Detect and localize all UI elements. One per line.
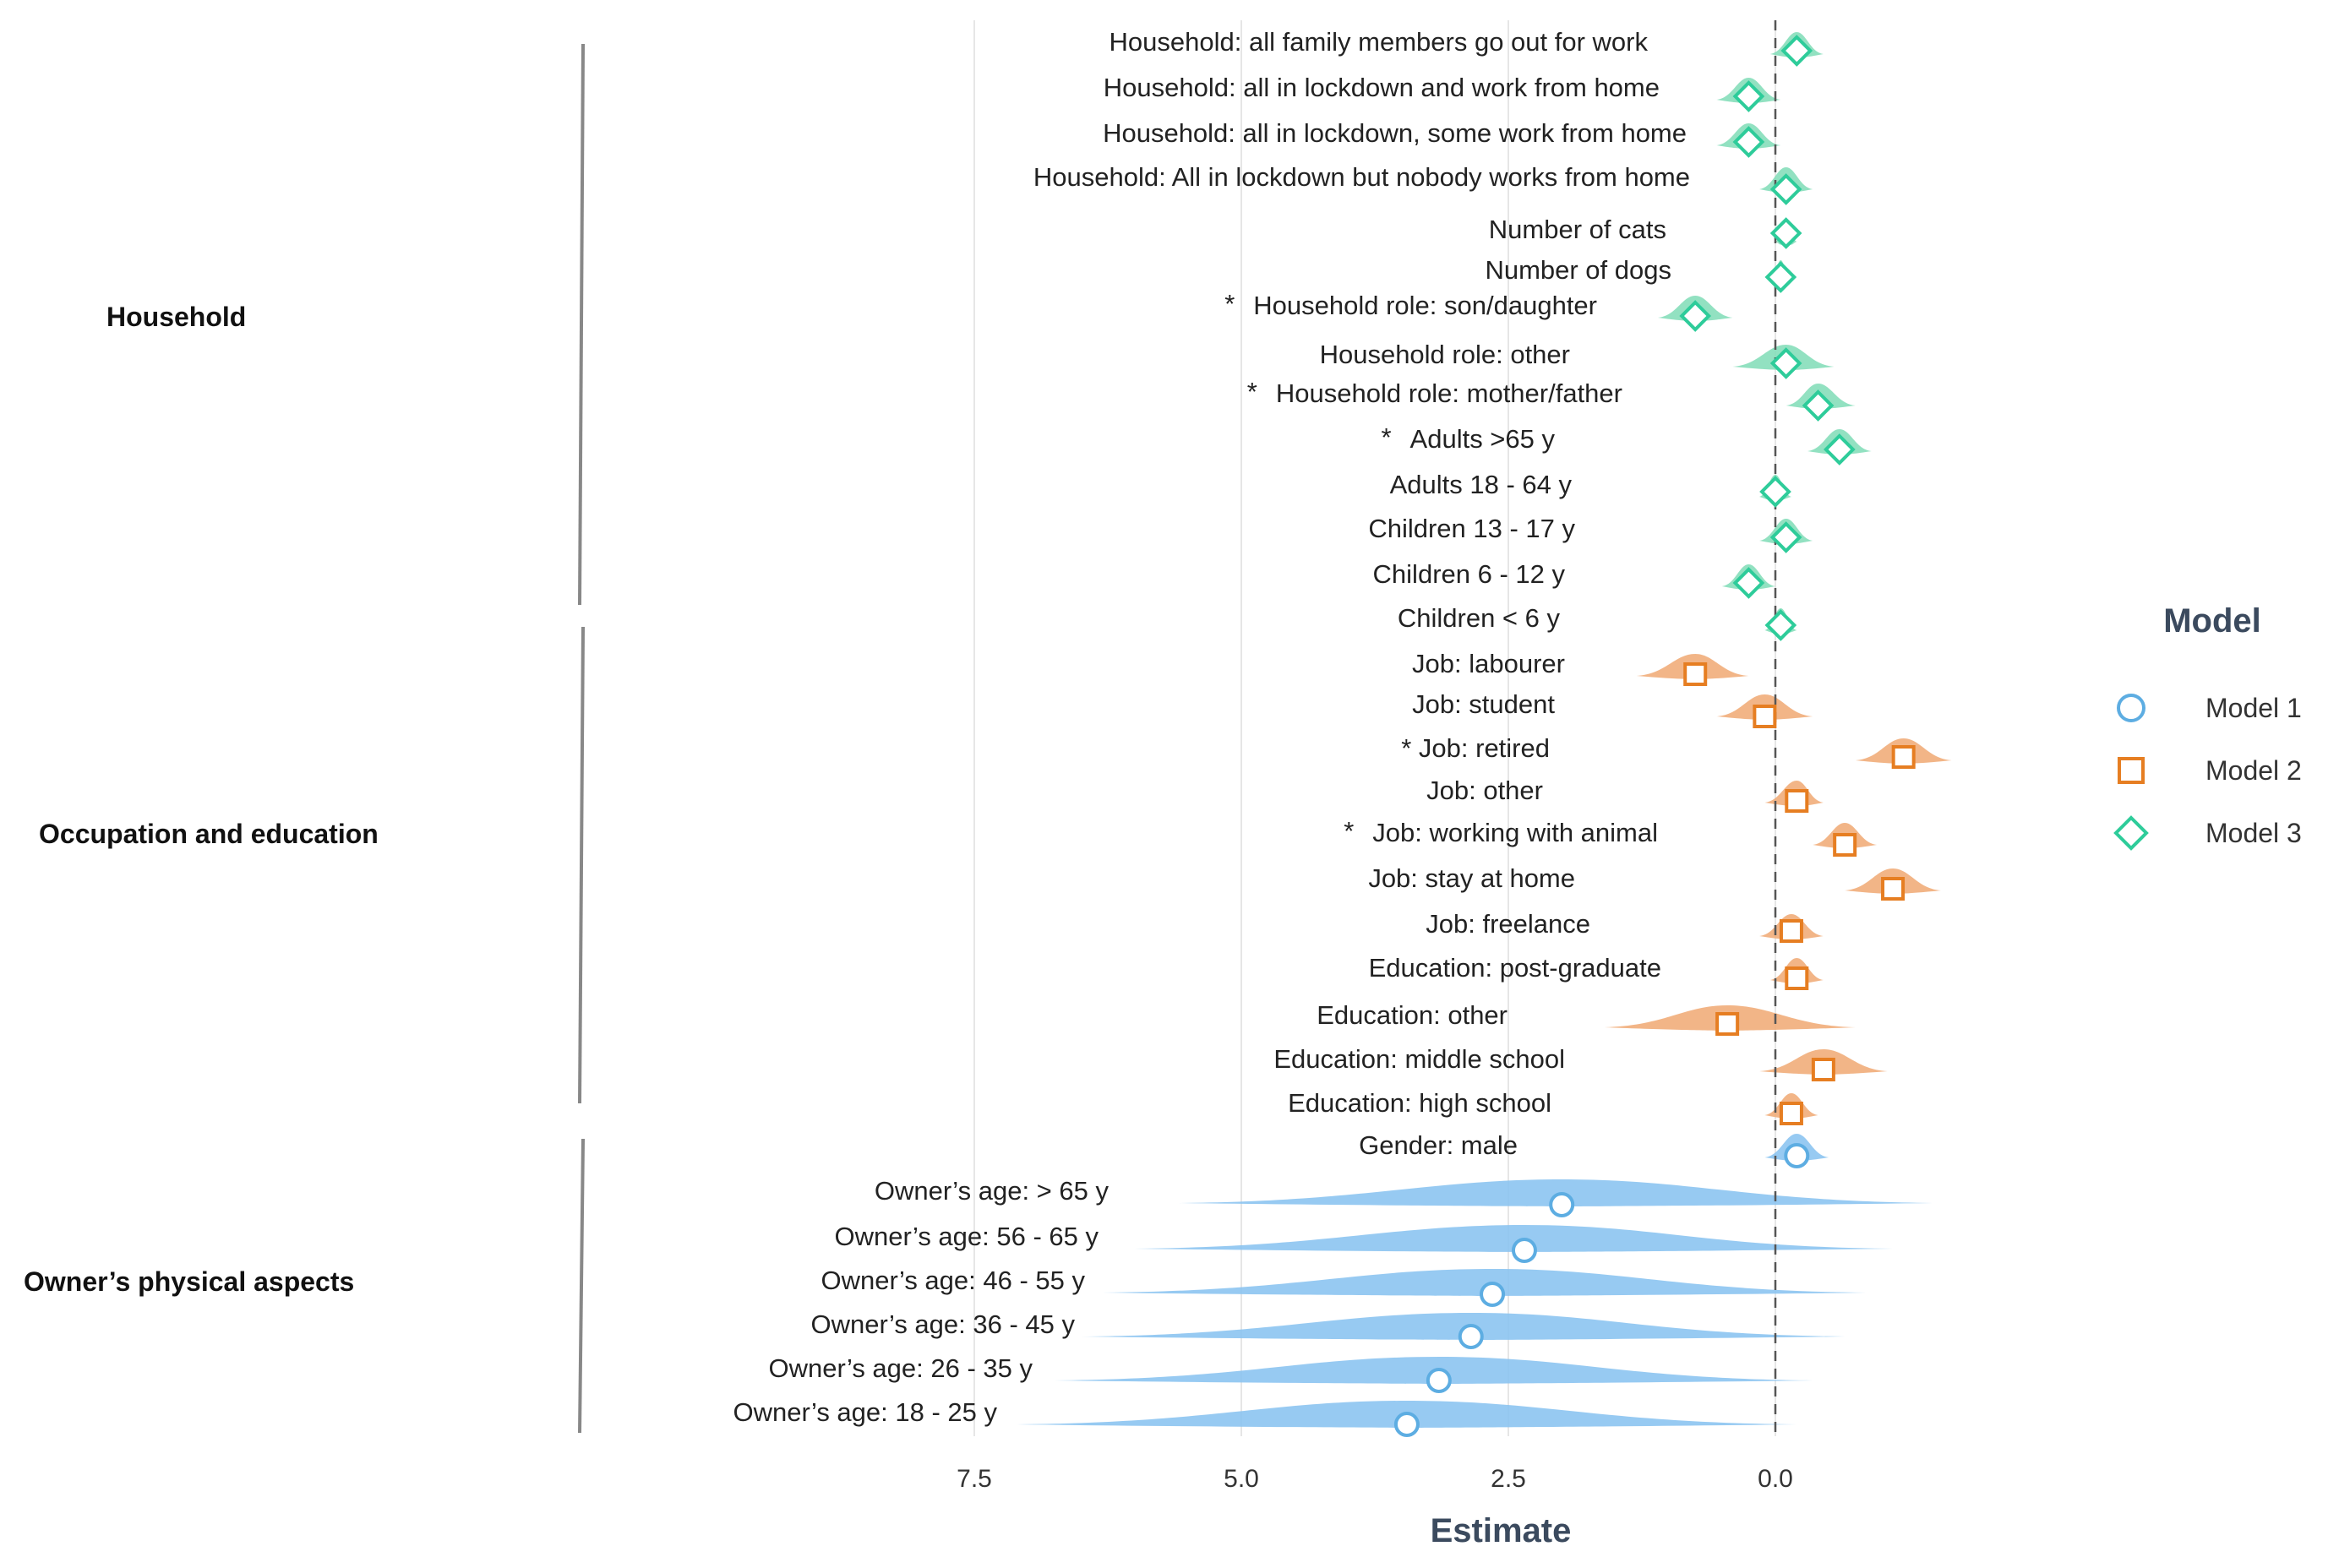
x-tick-label: 5.0: [1224, 1465, 1259, 1493]
term-label: Adults >65 y: [1410, 424, 1556, 454]
estimate-point: [1393, 1412, 1420, 1437]
term-label: Education: middle school: [1273, 1044, 1565, 1074]
term-label: Owner’s age: 18 - 25 y: [733, 1397, 998, 1427]
term-label: Owner’s age: > 65 y: [875, 1176, 1110, 1206]
term-label: Job: freelance: [1426, 909, 1590, 939]
estimate-point: [1753, 705, 1777, 728]
group-bracket: [578, 626, 585, 1104]
estimate-point: [1769, 347, 1802, 379]
estimate-point: [1732, 126, 1765, 158]
estimate-point: [1779, 919, 1803, 943]
term-label: Education: high school: [1288, 1088, 1551, 1118]
estimate-point: [1824, 433, 1856, 466]
estimate-point: [1833, 833, 1857, 857]
significance-star: *: [1344, 816, 1354, 846]
estimate-point: [1881, 877, 1906, 901]
estimate-point: [1785, 966, 1809, 990]
estimate-point: [1785, 789, 1809, 813]
term-label: Household role: son/daughter: [1253, 291, 1597, 320]
significance-star: *: [1247, 377, 1257, 406]
term-label: Number of dogs: [1485, 255, 1671, 285]
term-label: Job: stay at home: [1368, 863, 1575, 893]
term-label: Children 6 - 12 y: [1373, 559, 1566, 589]
term-label: Household role: other: [1320, 340, 1570, 369]
estimate-point: [1759, 476, 1791, 508]
term-label: Owner’s age: 56 - 65 y: [835, 1222, 1099, 1251]
term-label: Job: labourer: [1412, 649, 1565, 678]
estimate-point: [1426, 1368, 1452, 1393]
estimate-point: [1811, 1058, 1835, 1081]
estimate-point: [1780, 35, 1813, 67]
term-label: Gender: male: [1359, 1130, 1518, 1160]
legend-label: Model 1: [2205, 693, 2302, 723]
term-label: Household: all in lockdown and work from…: [1104, 73, 1660, 102]
x-tick-label: 0.0: [1758, 1465, 1793, 1493]
estimate-point: [1715, 1012, 1740, 1036]
estimate-markers: [1393, 35, 1916, 1437]
term-label: Household role: mother/father: [1276, 378, 1622, 408]
density-ridge: [1081, 1313, 1846, 1340]
x-tick-label: 7.5: [957, 1465, 992, 1493]
term-label: Owner’s age: 26 - 35 y: [769, 1353, 1033, 1383]
group-bracket: [578, 1138, 585, 1434]
significance-star: *: [1381, 422, 1391, 452]
term-labels: Household: all family members go out for…: [733, 27, 1690, 1427]
x-axis-title: Estimate: [1431, 1512, 1572, 1549]
legend-marker-circle: [2117, 694, 2145, 722]
legend: Model Model 1 Model 2 Model 3: [2113, 602, 2302, 851]
term-label: Household: all family members go out for…: [1110, 27, 1649, 57]
estimate-point: [1802, 389, 1835, 422]
estimate-point: [1784, 1143, 1810, 1168]
term-label: * Job: retired: [1401, 733, 1550, 763]
estimate-point: [1891, 745, 1916, 769]
estimate-point: [1769, 173, 1802, 205]
group-labels: Household Occupation and education Owner’s…: [24, 43, 585, 1434]
estimate-point: [1732, 80, 1765, 112]
term-label: Children < 6 y: [1398, 603, 1561, 633]
group-label: Household: [106, 302, 246, 332]
density-ridge: [1177, 1179, 1936, 1206]
term-label: Education: other: [1317, 1000, 1508, 1030]
estimate-point: [1683, 662, 1708, 686]
density-ridge: [1134, 1225, 1894, 1252]
term-label: Household: all in lockdown, some work fr…: [1103, 118, 1687, 148]
term-label: Owner’s age: 46 - 55 y: [821, 1266, 1086, 1295]
term-label: Job: student: [1412, 689, 1555, 719]
group-label: Occupation and education: [39, 819, 379, 849]
term-label: Number of cats: [1489, 215, 1666, 244]
term-label: Job: other: [1426, 776, 1543, 805]
estimate-point: [1511, 1238, 1537, 1263]
density-ridge: [1102, 1269, 1867, 1296]
term-label: Adults 18 - 64 y: [1390, 470, 1573, 499]
term-label: Job: working with animal: [1372, 818, 1658, 847]
term-label: Education: post-graduate: [1369, 953, 1661, 983]
estimate-point: [1732, 567, 1765, 599]
term-label: Owner’s age: 36 - 45 y: [811, 1309, 1076, 1339]
estimate-point: [1549, 1192, 1575, 1217]
estimate-point: [1769, 521, 1802, 553]
legend-label: Model 2: [2205, 755, 2302, 786]
estimate-point: [1764, 261, 1797, 293]
estimate-point: [1679, 300, 1712, 332]
term-label: Household: All in lockdown but nobody wo…: [1033, 162, 1690, 192]
estimate-point: [1764, 609, 1797, 641]
legend-label: Model 3: [2205, 818, 2302, 848]
legend-marker-diamond: [2113, 815, 2149, 851]
estimate-point: [1769, 217, 1802, 249]
legend-marker-square: [2118, 757, 2145, 784]
group-label: Owner’s physical aspects: [24, 1266, 354, 1297]
x-axis: Estimate 7.5 5.0 2.5 0.0: [957, 1465, 1793, 1549]
significance-star: *: [1224, 289, 1235, 318]
estimate-point: [1458, 1324, 1484, 1349]
x-tick-label: 2.5: [1491, 1465, 1526, 1493]
density-ridges: [1017, 32, 1952, 1428]
estimate-point: [1779, 1102, 1803, 1125]
group-bracket: [578, 43, 585, 606]
estimate-point: [1480, 1282, 1506, 1307]
legend-title: Model: [2163, 602, 2261, 640]
term-label: Children 13 - 17 y: [1368, 514, 1575, 543]
